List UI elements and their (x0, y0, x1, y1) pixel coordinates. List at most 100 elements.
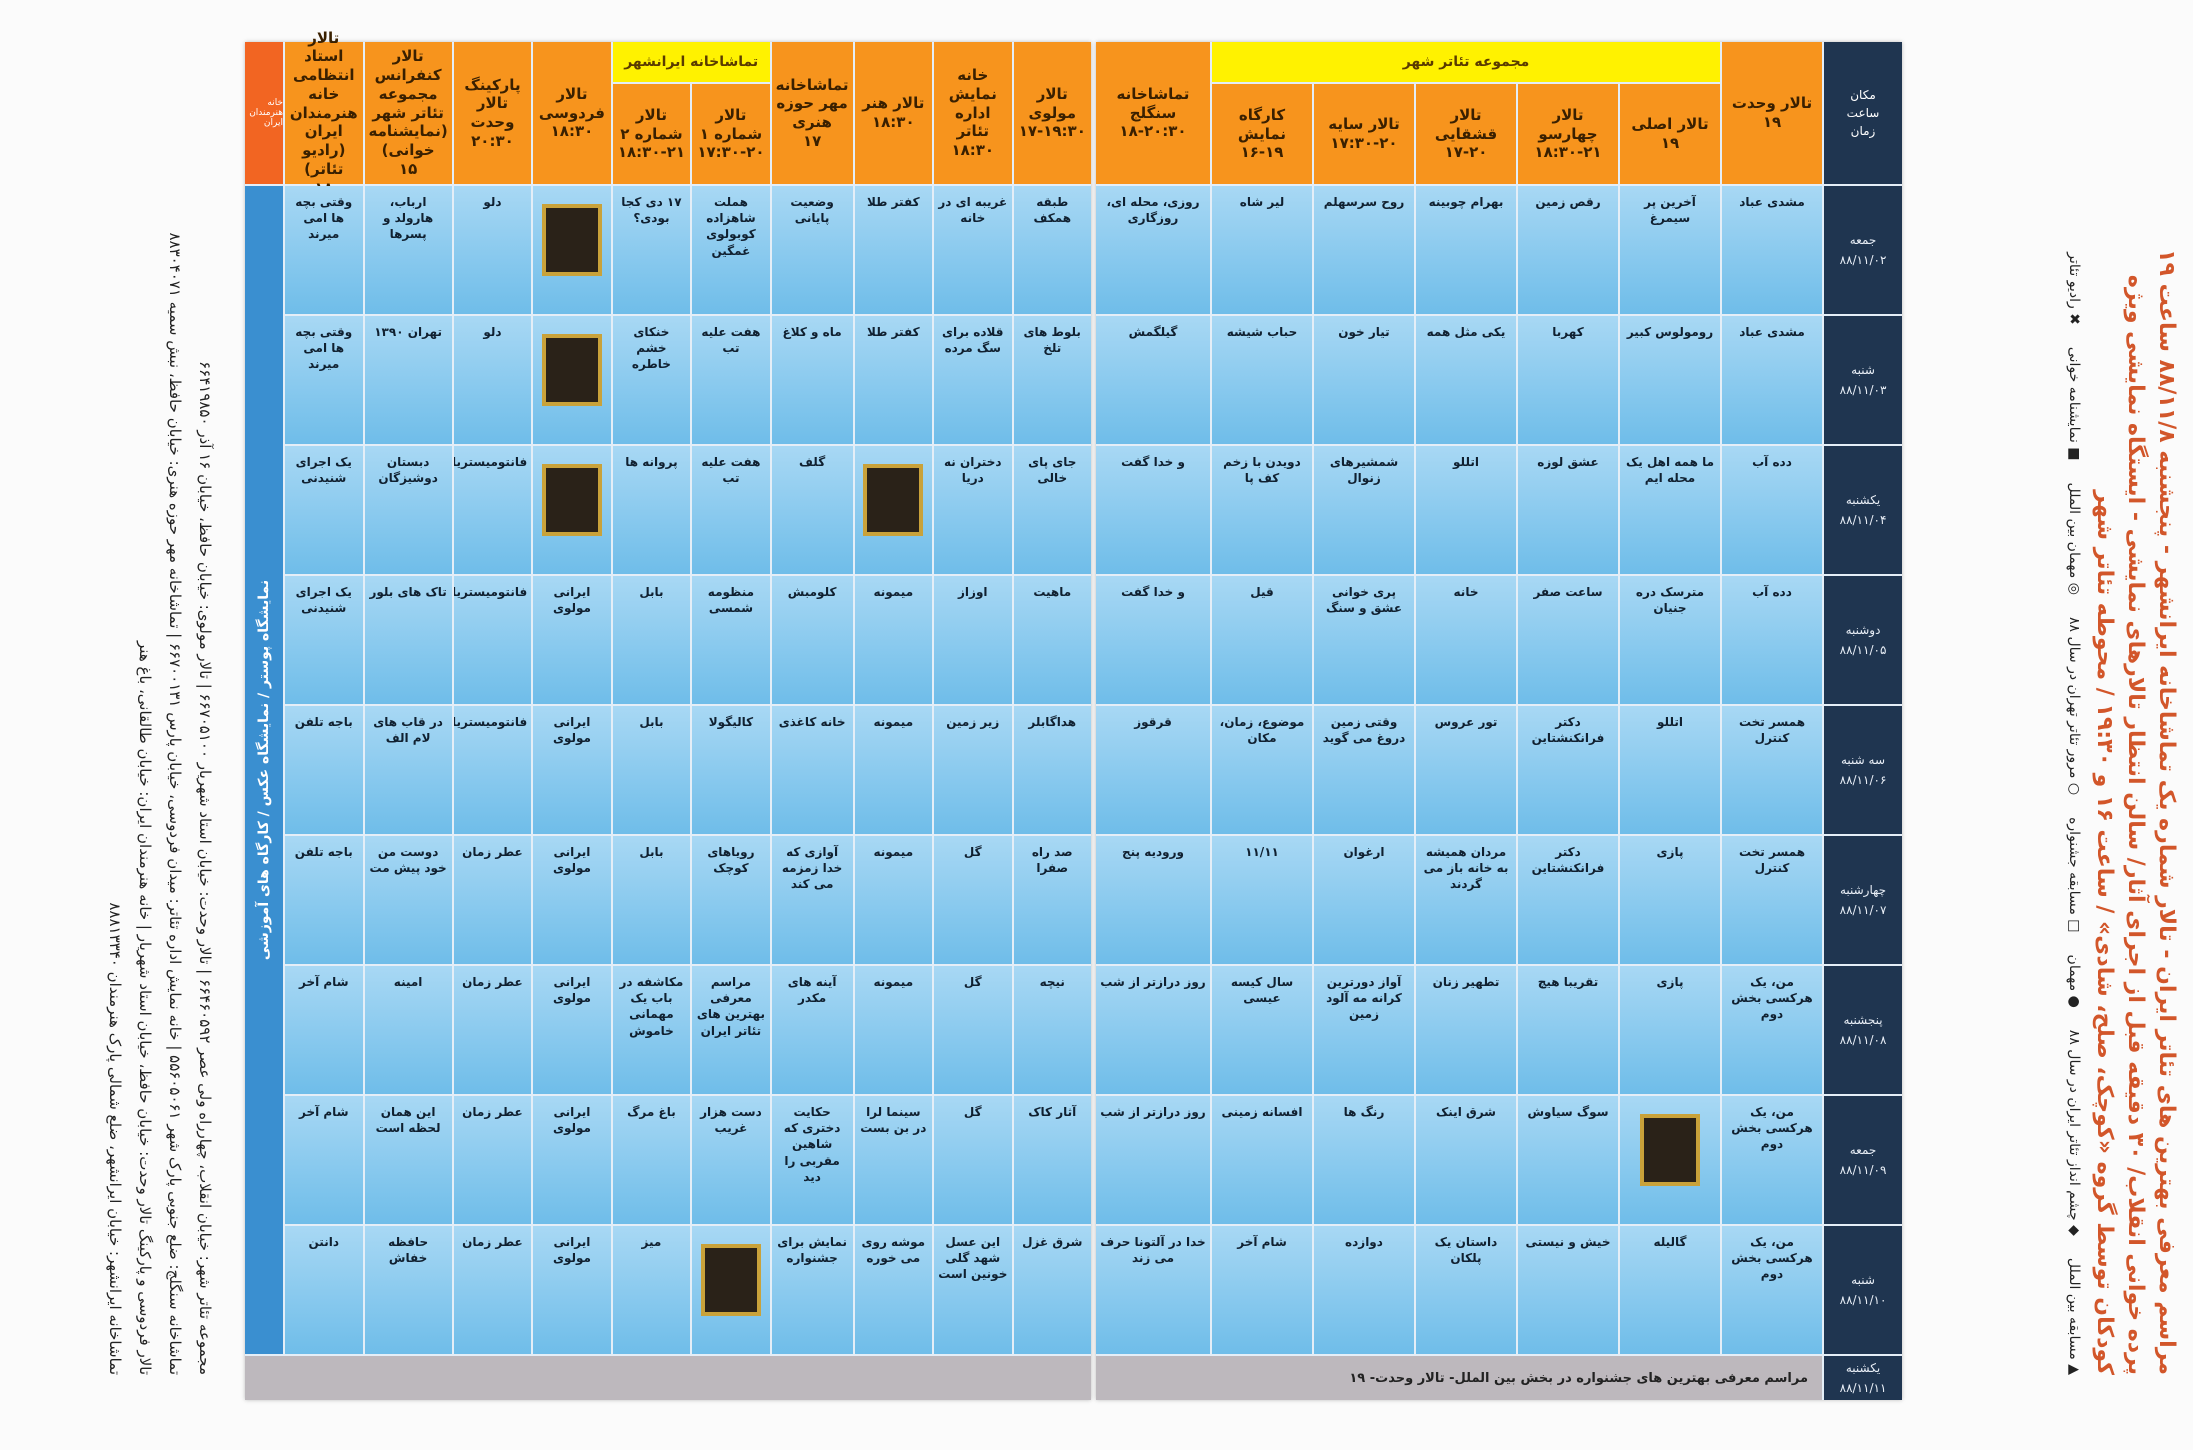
schedule-cell: تیار خون (1314, 316, 1414, 444)
schedule-cell: صد راه صفرا (1013, 836, 1091, 964)
schedule-cell: عطر زمان (453, 836, 532, 964)
schedule-cell: هفت علیه تب (692, 316, 770, 444)
address-line: تالار فردوسی و پارکینگ تالار وحدت: خیابا… (136, 641, 154, 1375)
day-name: یکشنبه (1845, 1361, 1881, 1375)
schedule-cell: دویدن با زخم کف پا (1212, 446, 1312, 574)
venue-time: ۱۸:۳۰ (951, 141, 995, 160)
venue-name: کارگاه نمایش (1237, 105, 1287, 143)
day-label: دوشنبه ۸۸/۱۱/۰۵ (1824, 576, 1902, 704)
schedule-cell: جای پای خالی (1013, 446, 1091, 574)
venue-time: ۱۵ (398, 159, 418, 178)
day-label: پنجشنبه ۸۸/۱۱/۰۸ (1824, 966, 1902, 1094)
schedule-cell: گلف (771, 446, 853, 574)
venue-time: ۱۷:۳۰-۲۰ (697, 143, 765, 162)
venue-header: تالار چهارسو ۱۸:۳۰-۲۱ (1518, 84, 1618, 184)
day-label: چهارشنبه ۸۸/۱۱/۰۷ (1824, 836, 1902, 964)
schedule-cell: فانتومیستریا (453, 706, 532, 834)
day-label: شنبه ۸۸/۱۱/۰۳ (1824, 316, 1902, 444)
venue-header: خانه نمایش اداره تئاتر ۱۸:۳۰ (934, 42, 1012, 184)
day-date: ۸۸/۱۱/۰۴ (1839, 513, 1887, 527)
venue-group-header: تماشاخانه ایرانشهر (612, 42, 770, 82)
schedule-cell: مراسم معرفی بهترین های تئاتر ایران (692, 966, 770, 1094)
poster-thumbnail (541, 334, 602, 406)
schedule-cell: سینما لرا در بن بست (854, 1096, 933, 1224)
venue-name: تالار استاد انتظامی خانه هنرمندان ایران … (289, 28, 358, 178)
exhibition-strip: نمایشگاه پوستر / نمایشگاه عکس / کارگاه ه… (245, 186, 283, 1354)
day-date: ۸۸/۱۱/۰۶ (1839, 773, 1887, 787)
day-date: ۸۸/۱۱/۱۱ (1839, 1381, 1887, 1395)
schedule-cell: ساعت صفر (1518, 576, 1618, 704)
schedule-cell: گل (934, 1096, 1012, 1224)
schedule-cell: آواز دورترین کرانه مه آلود زمین (1314, 966, 1414, 1094)
schedule-cell: دکتر فرانکنشتاین (1518, 836, 1618, 964)
schedule-cell: من، یک هرکسی بخش دوم (1722, 1226, 1822, 1354)
schedule-cell: افسانه زمینی (1212, 1096, 1312, 1224)
legend-item: ● مهمان (2066, 954, 2082, 1008)
venue-header: پارکینگ تالار وحدت ۲۰:۳۰ (453, 42, 532, 184)
schedule-cell: دست هزار غریب (692, 1096, 770, 1224)
schedule-cell: موضوع، زمان، مکان (1212, 706, 1312, 834)
schedule-cell: امینه (364, 966, 452, 1094)
schedule-cell: خنکای خشم خاطره (612, 316, 691, 444)
poster-thumbnail (863, 464, 924, 536)
schedule-cell: دوست من خود پیش مت (364, 836, 452, 964)
side-notes: مراسم معرفی بهترین های تئاتر ایران - تال… (1905, 75, 2185, 1375)
schedule-cell (533, 446, 611, 574)
schedule-cell: نمایش برای جشنواره (771, 1226, 853, 1354)
corner-label: ساعت (1846, 106, 1880, 120)
schedule-cell: کفتر طلا (854, 186, 933, 314)
venue-name: تالار سایه (1328, 115, 1400, 134)
schedule-cell: ارغوان (1314, 836, 1414, 964)
schedule-cell: تاک های بلور (364, 576, 452, 704)
day-label: جمعه ۸۸/۱۱/۰۹ (1824, 1096, 1902, 1224)
legend-item: ▲ مسابقه بین الملل (2066, 1257, 2082, 1375)
schedule-cell: زیر زمین (934, 706, 1012, 834)
venue-time: ۱۹ (1660, 134, 1680, 152)
day-date: ۸۸/۱۱/۰۲ (1839, 253, 1887, 267)
schedule-cell: روز درازتر از شب (1096, 966, 1210, 1094)
schedule-cell: مشدی عباد (1722, 316, 1822, 444)
venue-name: تماشاخانه سنگلج (1116, 84, 1190, 122)
schedule-cell: سال کیسه عیسی (1212, 966, 1312, 1094)
venue-name: تالار مولوی (1028, 84, 1076, 122)
schedule-cell: دلو (453, 186, 532, 314)
schedule-cell: میمونه (854, 576, 933, 704)
schedule-cell: شرق اینک (1416, 1096, 1516, 1224)
schedule-cell: ایرانی مولوی (533, 966, 611, 1094)
schedule-cell: ماهیت (1013, 576, 1091, 704)
schedule-cell: اتللو (1620, 706, 1720, 834)
venue-header: تماشاخانه سنگلج ۱۸-۲۰:۳۰ (1096, 42, 1210, 184)
venue-time: ۱۷-۱۹:۳۰ (1018, 122, 1086, 141)
day-name: سه شنبه (1840, 753, 1886, 767)
venue-header: تالار وحدت ۱۹ (1722, 42, 1822, 184)
day-date: ۸۸/۱۱/۰۷ (1839, 903, 1887, 917)
schedule-cell: ما همه اهل یک محله ایم (1620, 446, 1720, 574)
schedule-cell: دوازده (1314, 1226, 1414, 1354)
schedule-cell: و خدا گفت (1096, 576, 1210, 704)
schedule-cell: بابل (612, 706, 691, 834)
poster-thumbnail (541, 204, 602, 276)
schedule-cell: عطر زمان (453, 1226, 532, 1354)
schedule-cell: این عسل شهد گلی خونین است (934, 1226, 1012, 1354)
venue-name: تالار کنفرانس مجموعه تئاتر شهر (نمایشنام… (368, 47, 448, 160)
schedule-cell: من، یک هرکسی بخش دوم (1722, 966, 1822, 1094)
venue-time: ۱۶-۱۹ (1240, 143, 1284, 162)
venue-name: تالار شماره ۱ (699, 105, 763, 143)
schedule-cell: شام آخر (285, 1096, 363, 1224)
schedule-cell (692, 1226, 770, 1354)
schedule-cell: یک اجرای شنیدنی (285, 576, 363, 704)
venue-time: ۱۸-۲۰:۳۰ (1119, 122, 1187, 141)
schedule-cell: رومولوس کبیر (1620, 316, 1720, 444)
venue-time: ۱۷:۳۰-۲۰ (1330, 134, 1398, 152)
day-date: ۸۸/۱۱/۱۰ (1839, 1293, 1887, 1307)
venue-time: ۲۰:۳۰ (471, 131, 514, 150)
venue-name: تالار وحدت (1731, 94, 1813, 113)
legend: ▲ مسابقه بین الملل ◆ چشم انداز تئاتر ایرا… (2066, 75, 2082, 1375)
strip-header-text: خانه هنرمندان ایران (249, 98, 283, 128)
schedule-cell: عشق لوزه (1518, 446, 1618, 574)
day-name: دوشنبه (1845, 623, 1881, 637)
schedule-cell: وقتی بچه ها امی میرند (285, 316, 363, 444)
venue-name: تالار شماره ۲ (620, 105, 683, 143)
venue-time: ۱۸:۳۰ (550, 122, 594, 141)
schedule-cell: میمونه (854, 706, 933, 834)
